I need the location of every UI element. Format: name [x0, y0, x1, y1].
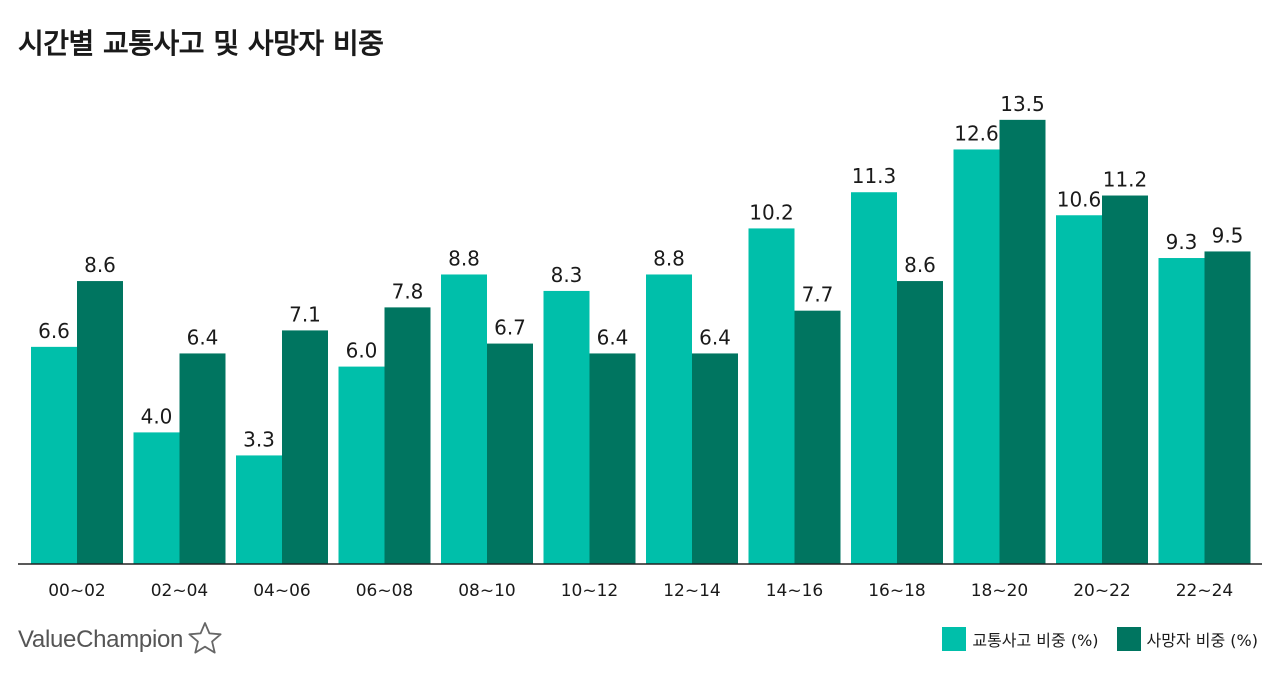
bar-accidents-22~24 — [1158, 258, 1205, 564]
value-label-fatalities-14~16: 7.7 — [802, 283, 834, 307]
legend-label-accidents: 교통사고 비중 (%) — [972, 631, 1099, 650]
value-label-accidents-16~18: 11.3 — [852, 164, 897, 188]
value-label-fatalities-04~06: 7.1 — [289, 302, 321, 326]
legend-swatch-accidents — [942, 627, 967, 651]
legend-label-fatalities: 사망자 비중 (%) — [1146, 631, 1258, 650]
bar-fatalities-20~22 — [1102, 195, 1148, 564]
bar-fatalities-14~16 — [794, 310, 841, 564]
x-tick-label-08~10: 08~10 — [458, 581, 516, 601]
x-tick-label-16~18: 16~18 — [868, 581, 926, 601]
x-tick-label-14~16: 14~16 — [766, 581, 824, 601]
legend: 교통사고 비중 (%) 사망자 비중 (%) — [942, 627, 1258, 651]
bar-fatalities-08~10 — [487, 343, 533, 564]
chart-title: 시간별 교통사고 및 사망자 비중 — [18, 27, 384, 60]
value-label-fatalities-10~12: 6.4 — [597, 325, 629, 349]
bar-accidents-02~04 — [133, 432, 180, 564]
bar-fatalities-16~18 — [897, 281, 943, 564]
bar-accidents-04~06 — [236, 455, 282, 564]
value-label-accidents-18~20: 12.6 — [954, 121, 999, 145]
bars-group — [31, 119, 1251, 565]
bar-accidents-08~10 — [441, 274, 487, 564]
bar-fatalities-04~06 — [282, 330, 328, 564]
value-label-fatalities-06~08: 7.8 — [392, 279, 424, 303]
x-tick-label-02~04: 02~04 — [151, 581, 209, 601]
legend-swatch-fatalities — [1116, 627, 1141, 651]
value-label-fatalities-16~18: 8.6 — [904, 253, 936, 277]
value-label-accidents-04~06: 3.3 — [243, 427, 275, 451]
bar-fatalities-10~12 — [589, 353, 636, 564]
value-label-accidents-20~22: 10.6 — [1057, 187, 1102, 211]
value-label-accidents-10~12: 8.3 — [551, 263, 583, 287]
bar-accidents-16~18 — [851, 192, 897, 565]
x-tick-label-04~06: 04~06 — [253, 581, 311, 601]
bar-fatalities-12~14 — [692, 353, 738, 564]
bar-fatalities-18~20 — [999, 119, 1046, 564]
legend-item-fatalities: 사망자 비중 (%) — [1116, 627, 1258, 651]
bar-fatalities-22~24 — [1204, 251, 1251, 564]
x-tick-label-10~12: 10~12 — [561, 581, 619, 601]
value-label-fatalities-18~20: 13.5 — [1000, 92, 1045, 116]
bar-fatalities-00~02 — [77, 281, 123, 564]
value-label-accidents-00~02: 6.6 — [38, 319, 70, 343]
bar-accidents-12~14 — [646, 274, 692, 564]
value-label-accidents-02~04: 4.0 — [141, 404, 173, 428]
x-tick-label-00~02: 00~02 — [48, 581, 106, 601]
x-tick-label-22~24: 22~24 — [1176, 581, 1234, 601]
value-label-accidents-22~24: 9.3 — [1166, 230, 1198, 254]
bar-fatalities-02~04 — [179, 353, 226, 564]
value-label-accidents-06~08: 6.0 — [346, 339, 378, 363]
bar-fatalities-06~08 — [384, 307, 431, 564]
value-label-accidents-08~10: 8.8 — [448, 246, 480, 270]
bar-chart: 6.6 8.6 4.0 6.4 3.3 7.1 6.0 7.8 8.8 6.7 8.3 6.4 8.8 6… — [18, 92, 1262, 601]
star-outline-icon — [187, 620, 223, 660]
value-label-fatalities-12~14: 6.4 — [699, 325, 731, 349]
value-label-fatalities-00~02: 8.6 — [84, 253, 116, 277]
brand-logo: ValueChampion — [18, 620, 223, 660]
bar-accidents-20~22 — [1056, 215, 1102, 564]
legend-item-accidents: 교통사고 비중 (%) — [942, 627, 1099, 651]
x-tick-labels-group: 00~02 02~04 04~06 06~08 08~10 10~12 12~14 14~16… — [48, 581, 1233, 601]
value-label-fatalities-02~04: 6.4 — [187, 325, 219, 349]
brand-name: ValueChampion — [18, 626, 184, 653]
bar-accidents-10~12 — [543, 290, 590, 564]
value-label-fatalities-22~24: 9.5 — [1212, 223, 1244, 247]
bar-accidents-00~02 — [31, 346, 77, 564]
bar-accidents-14~16 — [748, 228, 795, 565]
value-label-accidents-12~14: 8.8 — [653, 246, 685, 270]
value-label-fatalities-20~22: 11.2 — [1103, 168, 1148, 192]
x-tick-label-20~22: 20~22 — [1073, 581, 1131, 601]
value-labels-group: 6.6 8.6 4.0 6.4 3.3 7.1 6.0 7.8 8.8 6.7 8.3 6.4 8.8 6… — [38, 92, 1243, 452]
x-tick-label-18~20: 18~20 — [971, 581, 1029, 601]
bar-accidents-06~08 — [338, 366, 385, 564]
value-label-accidents-14~16: 10.2 — [749, 200, 794, 224]
bar-accidents-18~20 — [953, 149, 1000, 564]
x-tick-label-06~08: 06~08 — [356, 581, 414, 601]
value-label-fatalities-08~10: 6.7 — [494, 316, 526, 340]
x-tick-label-12~14: 12~14 — [663, 581, 721, 601]
